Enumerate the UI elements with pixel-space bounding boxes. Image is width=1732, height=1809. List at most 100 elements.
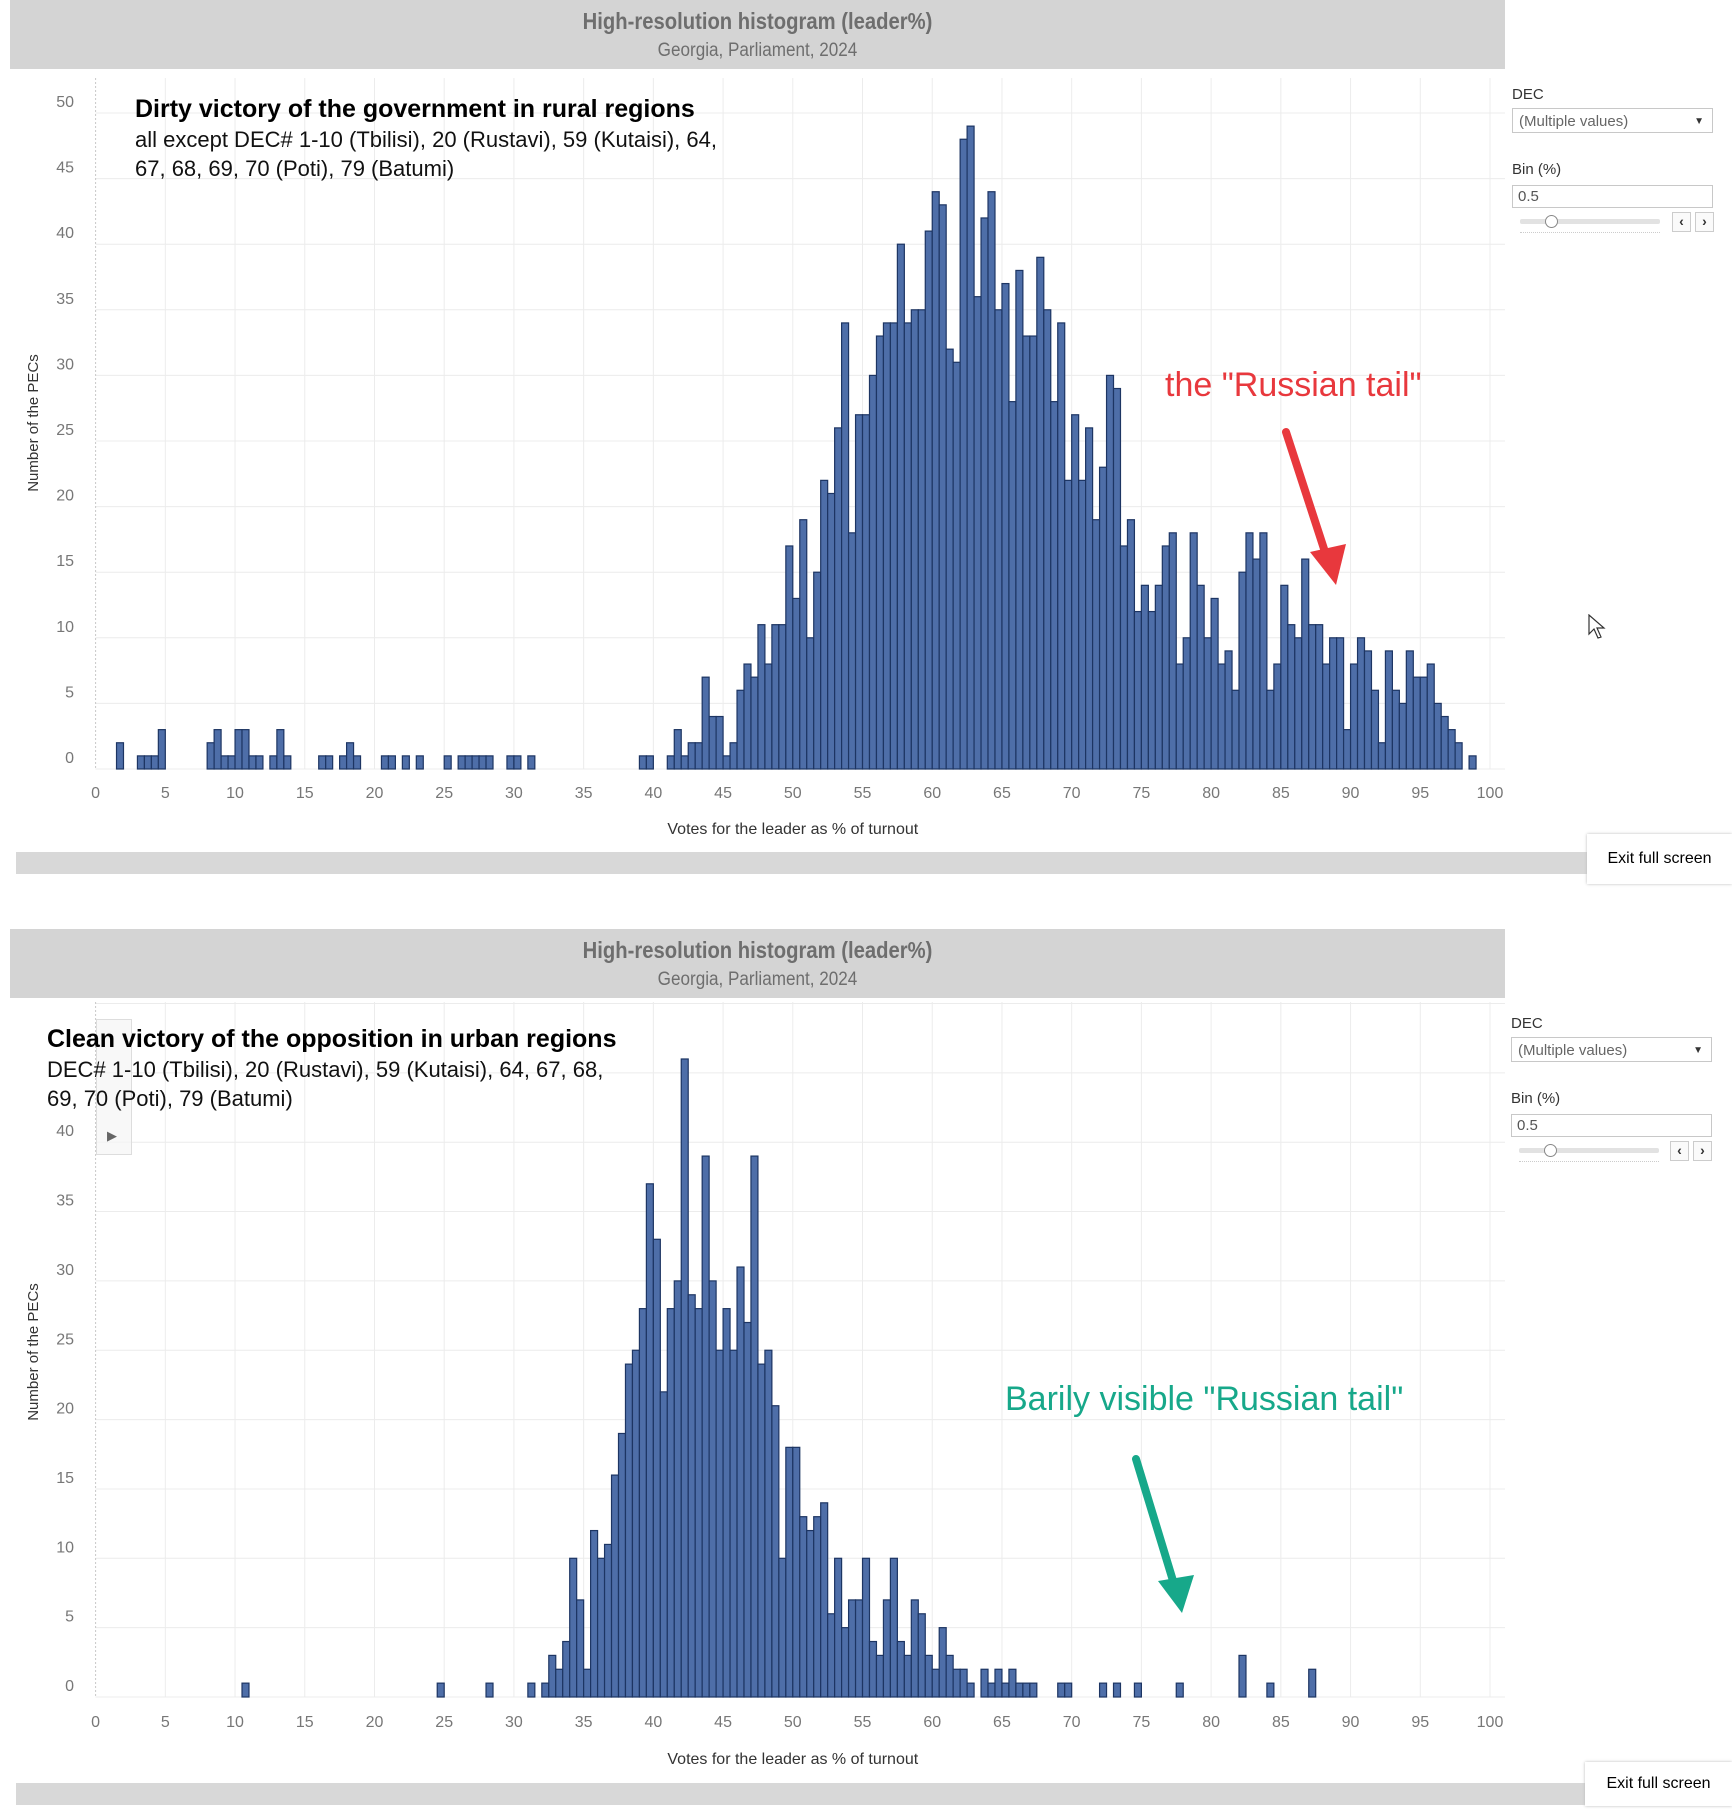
x-tick-label: 45: [714, 1714, 732, 1731]
histogram-bars: [241, 1058, 1317, 1698]
exit-full-screen-button[interactable]: Exit full screen: [1587, 834, 1732, 884]
x-tick-label: 25: [435, 785, 453, 802]
x-tick-label: 40: [644, 785, 662, 802]
histogram-bar: [959, 138, 968, 770]
histogram-bar: [1015, 269, 1024, 770]
histogram-bar: [917, 309, 926, 770]
y-tick-label: 5: [65, 1609, 74, 1626]
x-tick-label: 100: [1477, 785, 1504, 802]
histogram-bar: [994, 309, 1003, 770]
histogram-bar: [722, 1308, 731, 1698]
histogram-bar: [987, 191, 996, 770]
x-tick-label: 65: [993, 1714, 1011, 1731]
histogram-bar: [945, 1654, 954, 1698]
histogram-bar: [847, 532, 857, 770]
histogram-bar: [1175, 1682, 1184, 1698]
histogram-bar: [1147, 610, 1156, 770]
histogram-bar: [1412, 676, 1421, 770]
bin-slider-thumb[interactable]: [1545, 215, 1558, 228]
histogram-bar: [687, 1294, 696, 1698]
histogram-bar: [1405, 650, 1414, 770]
x-tick-label: 15: [296, 1714, 314, 1731]
histogram-bar: [889, 1557, 898, 1698]
histogram-bar: [527, 1682, 536, 1698]
bin-decrement-button[interactable]: ‹: [1670, 1141, 1689, 1161]
histogram-bar: [401, 755, 410, 770]
histogram-bar: [1057, 322, 1066, 770]
histogram-bar: [590, 1529, 599, 1698]
dec-filter-dropdown[interactable]: (Multiple values) ▼: [1511, 1037, 1712, 1062]
chart-header: High-resolution histogram (leader%) Geor…: [10, 929, 1505, 998]
histogram-bar: [1231, 689, 1240, 770]
histogram-bar: [701, 676, 710, 770]
x-tick-label: 30: [505, 785, 523, 802]
caret-down-icon: ▼: [1693, 1045, 1703, 1056]
histogram-bar: [973, 296, 982, 770]
histogram-bar: [785, 545, 794, 770]
x-tick-label: 90: [1342, 785, 1360, 802]
histogram-bar: [1091, 519, 1101, 770]
bin-slider[interactable]: [1520, 219, 1660, 224]
histogram-bar: [1112, 387, 1122, 770]
y-tick-label: 30: [56, 1262, 74, 1279]
histogram-bar: [1112, 1682, 1122, 1698]
histogram-bar: [896, 1640, 905, 1698]
histogram-bar: [1036, 256, 1045, 770]
histogram-bar: [339, 755, 348, 770]
dec-filter-value: (Multiple values): [1518, 1042, 1628, 1059]
play-arrow-icon[interactable]: ▶: [107, 1128, 117, 1143]
bin-input[interactable]: 0.5: [1512, 185, 1713, 208]
chevron-left-icon: ‹: [1679, 213, 1684, 229]
histogram-bar: [485, 1682, 494, 1698]
bin-slider[interactable]: [1519, 1148, 1659, 1153]
x-tick-label: 0: [91, 1714, 100, 1731]
histogram-bar: [1133, 1682, 1142, 1698]
x-tick-label: 35: [575, 785, 593, 802]
pane-scroll-widget[interactable]: ▶: [96, 1019, 132, 1155]
histogram-chart: 0 5 10 15 20 25 30 35 40 45 50 0 5 10 15 20 25 30 35 40 45 50…: [25, 78, 1505, 838]
histogram-bar: [987, 1682, 996, 1698]
histogram-bar: [903, 322, 912, 770]
histogram-bar: [917, 1613, 926, 1698]
histogram-bar: [241, 729, 250, 770]
horizontal-scrollbar[interactable]: [16, 1783, 1587, 1805]
histogram-bar: [1168, 532, 1177, 770]
bin-increment-button[interactable]: ›: [1695, 212, 1714, 232]
histogram-bar: [1336, 637, 1345, 770]
histogram-bar: [861, 414, 871, 770]
histogram-bar: [778, 624, 787, 770]
x-tick-label: 90: [1342, 1714, 1360, 1731]
histogram-bar: [666, 755, 675, 770]
histogram-bar: [1071, 414, 1080, 770]
histogram-bar: [757, 1363, 766, 1698]
histogram-bar: [1308, 624, 1317, 770]
bin-slider-thumb[interactable]: [1544, 1144, 1557, 1157]
horizontal-scrollbar[interactable]: [16, 852, 1587, 874]
histogram-bar: [715, 1349, 724, 1698]
y-tick-label: 25: [56, 422, 74, 439]
chevron-right-icon: ›: [1700, 1142, 1705, 1158]
bin-decrement-button[interactable]: ‹: [1672, 212, 1691, 232]
histogram-bar: [722, 755, 731, 770]
histogram-bar: [478, 755, 487, 770]
histogram-bar: [1126, 519, 1136, 770]
bin-slider-ticks: [1520, 227, 1660, 233]
histogram-bar: [680, 755, 689, 770]
histogram-bar: [1133, 610, 1142, 770]
histogram-bar: [1356, 637, 1366, 770]
bin-input[interactable]: 0.5: [1511, 1114, 1712, 1137]
dec-filter-dropdown[interactable]: (Multiple values) ▼: [1512, 108, 1713, 133]
y-tick-label: 25: [56, 1331, 74, 1348]
x-tick-label: 80: [1202, 1714, 1220, 1731]
histogram-bar: [283, 755, 292, 770]
histogram-bar: [234, 729, 243, 770]
exit-full-screen-button[interactable]: Exit full screen: [1585, 1762, 1732, 1806]
bin-increment-button[interactable]: ›: [1693, 1141, 1712, 1161]
histogram-bar: [1161, 545, 1170, 770]
histogram-bar: [743, 1321, 752, 1698]
y-tick-label: 15: [56, 1470, 74, 1487]
x-tick-label: 5: [161, 1714, 170, 1731]
dec-filter-label: DEC: [1511, 1015, 1543, 1032]
x-tick-label: 75: [1133, 785, 1151, 802]
histogram-bar: [631, 1349, 641, 1698]
